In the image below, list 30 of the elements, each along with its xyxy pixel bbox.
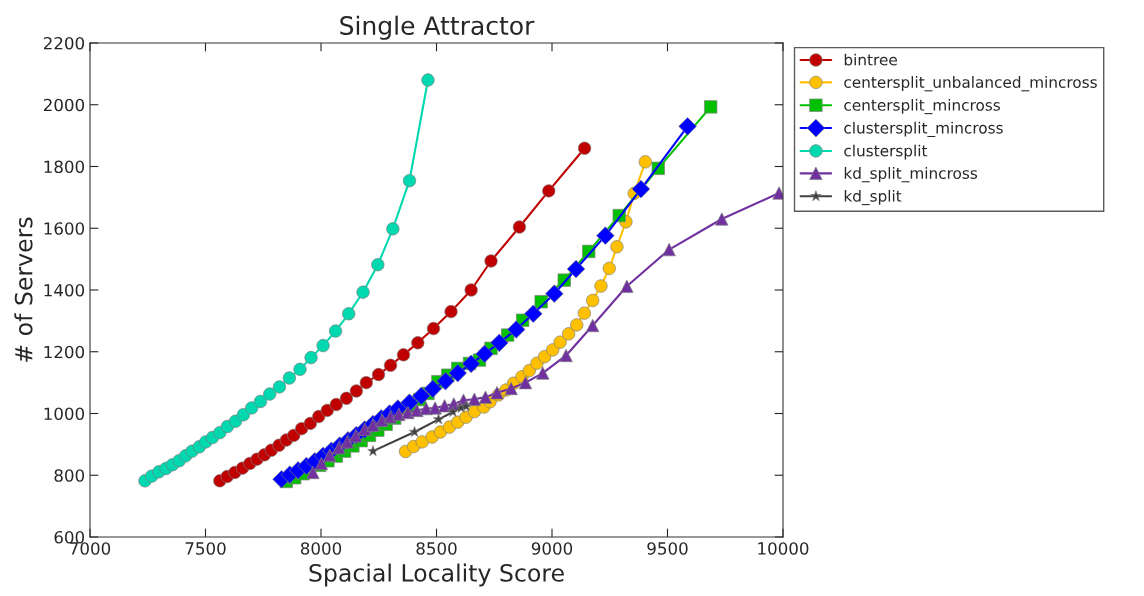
y-tick-label: 1200 xyxy=(44,345,85,359)
y-tick-label: 1000 xyxy=(44,407,85,421)
x-tick-label: 9000 xyxy=(531,542,573,555)
legend-label: centersplit_mincross xyxy=(844,98,1000,115)
y-tick-label: 2200 xyxy=(43,36,85,50)
legend-label: kd_split xyxy=(844,189,902,206)
y-tick-label: 800 xyxy=(54,469,85,482)
y-tick-label: 600 xyxy=(54,530,85,544)
x-tick-label: 9500 xyxy=(647,542,688,555)
x-axis-title: Spacial Locality Score xyxy=(309,563,564,587)
y-tick-label: 1800 xyxy=(44,160,85,174)
x-tick-label: 8000 xyxy=(300,542,342,555)
point xyxy=(475,344,494,364)
point xyxy=(704,100,718,114)
point xyxy=(559,348,573,363)
x-tick-label: 8500 xyxy=(416,542,457,555)
chart-title: Single Attractor xyxy=(340,15,535,40)
legend-label: kd_split_mincross xyxy=(844,167,978,183)
x-tick-label: 10000 xyxy=(758,542,809,555)
y-tick-label: 1600 xyxy=(44,222,85,235)
x-tick-label: 7000 xyxy=(70,542,111,555)
y-axis-title: # of Servers xyxy=(14,217,33,362)
legend-label: clustersplit_mincross xyxy=(844,121,1003,138)
point xyxy=(448,363,467,383)
y-tick-label: 1400 xyxy=(44,283,85,297)
y-tick-label: 2000 xyxy=(43,98,85,112)
x-tick-label: 7500 xyxy=(185,542,226,555)
legend-label: clustersplit xyxy=(844,144,928,160)
legend-label: centersplit_unbalanced_mincross xyxy=(844,76,1097,92)
legend-label: bintree xyxy=(844,53,897,66)
